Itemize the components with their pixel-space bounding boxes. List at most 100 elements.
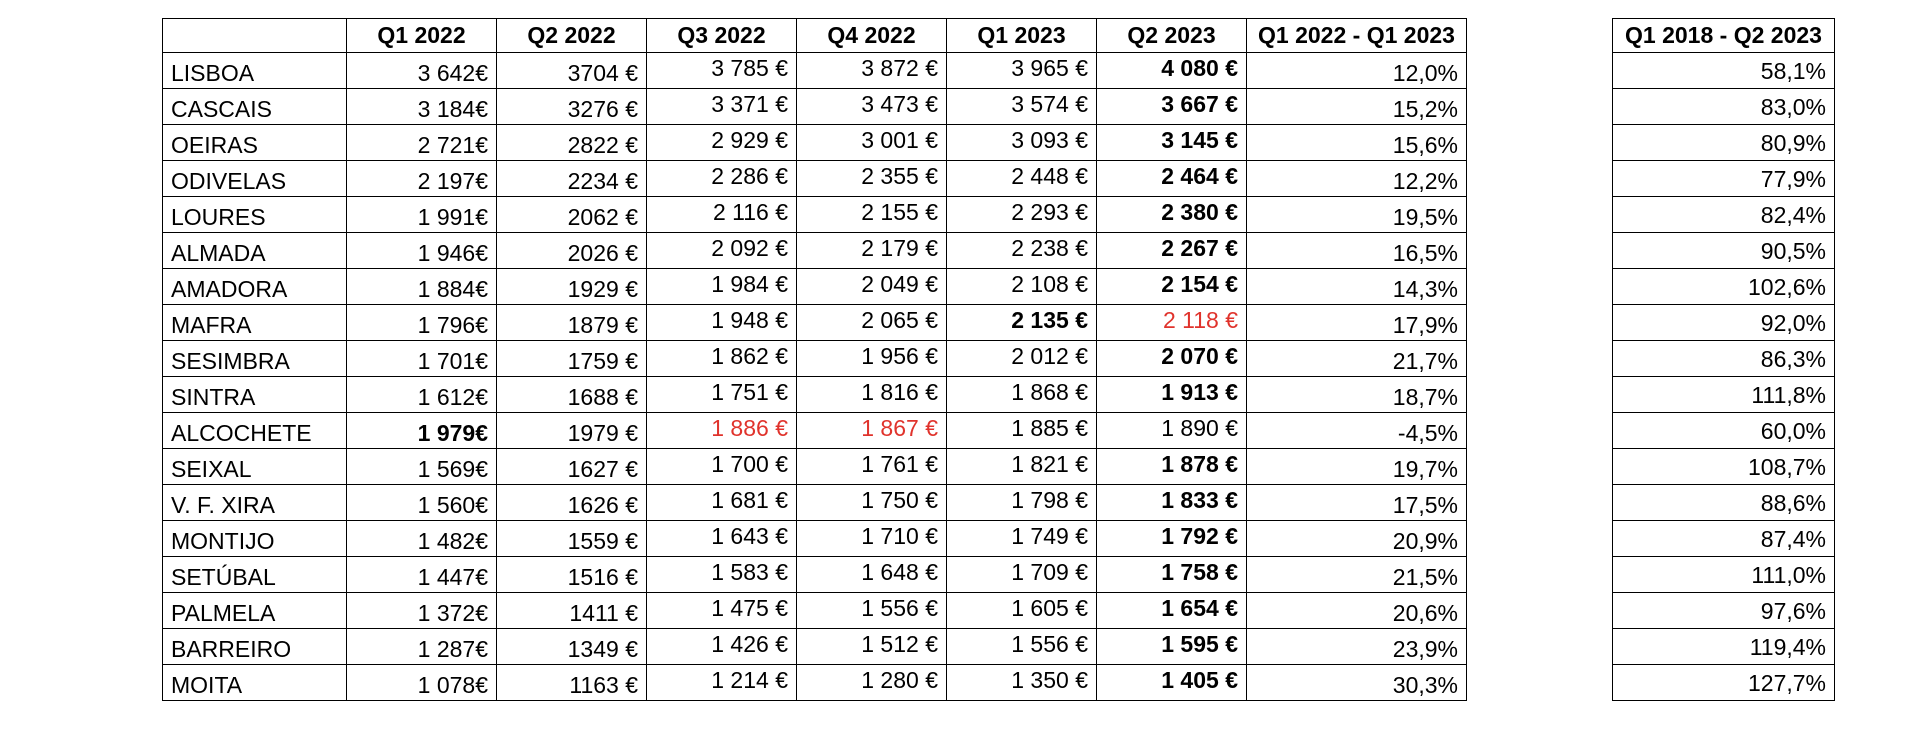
cell-q1-2023: 2 135 € (946, 304, 1097, 341)
cell-q2-2023: 1 654 € (1096, 592, 1247, 629)
side-table-body: 58,1% 83,0% 80,9% 77,9% 82,4% 90,5% 102,6% 92,0… (1612, 52, 1835, 701)
cell-q2-2022: 1163 € (496, 664, 647, 701)
cell-q1-2022: 1 078€ (346, 664, 497, 701)
cell-q3-2022: 2 092 € (646, 232, 797, 269)
side-table-row: 108,7% (1612, 448, 1835, 485)
table-row: CASCAIS 3 184€ 3276 €3 371 €3 473 €3 574 €… (162, 88, 1467, 125)
cell-q4-2022: 1 556 € (796, 592, 947, 629)
cell-change-q1: 12,0% (1246, 52, 1467, 89)
cell-q3-2022: 1 700 € (646, 448, 797, 485)
table-row: SESIMBRA 1 701€ 1759 €1 862 €1 956 €2 012 … (162, 340, 1467, 377)
municipality-name: SETÚBAL (162, 556, 347, 593)
cell-q1-2023: 1 350 € (946, 664, 1097, 701)
cell-q1-2022: 1 701€ (346, 340, 497, 377)
cell-q2-2023: 1 792 € (1096, 520, 1247, 557)
side-table-row: 83,0% (1612, 88, 1835, 125)
cell-q3-2022: 1 862 € (646, 340, 797, 377)
cell-q2-2022: 1411 € (496, 592, 647, 629)
cell-q2-2023: 2 267 € (1096, 232, 1247, 269)
cell-q2-2022: 1626 € (496, 484, 647, 521)
cell-q1-2023: 3 965 € (946, 52, 1097, 89)
side-table-row: 60,0% (1612, 412, 1835, 449)
cell-change-q1: 17,5% (1246, 484, 1467, 521)
side-table-row: 90,5% (1612, 232, 1835, 269)
cell-q2-2022: 1559 € (496, 520, 647, 557)
cell-q1-2022: 1 979€ (346, 412, 497, 449)
cell-q1-2023: 2 238 € (946, 232, 1097, 269)
cell-q2-2023: 1 833 € (1096, 484, 1247, 521)
cell-q4-2022: 2 155 € (796, 196, 947, 233)
table-row: SEIXAL 1 569€ 1627 €1 700 €1 761 €1 821 €1… (162, 448, 1467, 485)
table-row: ODIVELAS 2 197€ 2234 €2 286 €2 355 €2 448 … (162, 160, 1467, 197)
cell-q1-2022: 2 721€ (346, 124, 497, 161)
side-table-row: 119,4% (1612, 628, 1835, 665)
table-row: BARREIRO 1 287€ 1349 €1 426 €1 512 €1 556 … (162, 628, 1467, 665)
cell-q1-2023: 3 093 € (946, 124, 1097, 161)
side-table-row: 82,4% (1612, 196, 1835, 233)
cell-change-q1: 23,9% (1246, 628, 1467, 665)
cell-q3-2022: 1 426 € (646, 628, 797, 665)
table-row: PALMELA 1 372€ 1411 €1 475 €1 556 €1 605 €… (162, 592, 1467, 629)
cell-change-q1: 16,5% (1246, 232, 1467, 269)
side-table-row: 111,8% (1612, 376, 1835, 413)
cell-q2-2022: 1516 € (496, 556, 647, 593)
cell-q4-2022: 3 872 € (796, 52, 947, 89)
municipality-name: PALMELA (162, 592, 347, 629)
cell-q2-2023: 1 913 € (1096, 376, 1247, 413)
cell-q1-2022: 1 447€ (346, 556, 497, 593)
cell-change-long: 102,6% (1612, 268, 1835, 305)
side-table-row: 111,0% (1612, 556, 1835, 593)
side-table-row: 80,9% (1612, 124, 1835, 161)
cell-q1-2022: 1 796€ (346, 304, 497, 341)
cell-q2-2022: 2062 € (496, 196, 647, 233)
header-q1-2023: Q1 2023 (946, 18, 1097, 53)
cell-q1-2022: 1 946€ (346, 232, 497, 269)
cell-q3-2022: 3 785 € (646, 52, 797, 89)
side-table-row: 92,0% (1612, 304, 1835, 341)
cell-q1-2022: 3 642€ (346, 52, 497, 89)
cell-change-long: 111,8% (1612, 376, 1835, 413)
side-table-row: 127,7% (1612, 664, 1835, 701)
cell-q4-2022: 1 648 € (796, 556, 947, 593)
cell-q2-2023: 2 154 € (1096, 268, 1247, 305)
cell-q4-2022: 1 280 € (796, 664, 947, 701)
cell-change-q1: 18,7% (1246, 376, 1467, 413)
header-q4-2022: Q4 2022 (796, 18, 947, 53)
cell-q2-2023: 3 145 € (1096, 124, 1247, 161)
cell-change-long: 88,6% (1612, 484, 1835, 521)
cell-q1-2023: 1 556 € (946, 628, 1097, 665)
municipality-name: ODIVELAS (162, 160, 347, 197)
cell-q2-2023: 1 878 € (1096, 448, 1247, 485)
cell-change-long: 58,1% (1612, 52, 1835, 89)
table-row: MONTIJO 1 482€ 1559 €1 643 €1 710 €1 749 €… (162, 520, 1467, 557)
cell-q1-2023: 2 293 € (946, 196, 1097, 233)
cell-change-long: 77,9% (1612, 160, 1835, 197)
cell-change-q1: 15,2% (1246, 88, 1467, 125)
price-table: Q1 2022 Q2 2022 Q3 2022 Q4 2022 Q1 2023 … (162, 18, 1467, 701)
cell-q1-2023: 1 868 € (946, 376, 1097, 413)
cell-q4-2022: 2 355 € (796, 160, 947, 197)
municipality-name: SEIXAL (162, 448, 347, 485)
table-row: LISBOA 3 642€ 3704 €3 785 €3 872 €3 965 €4… (162, 52, 1467, 89)
cell-change-long: 108,7% (1612, 448, 1835, 485)
cell-q2-2022: 1929 € (496, 268, 647, 305)
cell-q2-2023: 2 464 € (1096, 160, 1247, 197)
cell-q4-2022: 3 001 € (796, 124, 947, 161)
cell-q1-2022: 1 612€ (346, 376, 497, 413)
cell-q4-2022: 2 179 € (796, 232, 947, 269)
cell-change-q1: 20,6% (1246, 592, 1467, 629)
cell-change-long: 111,0% (1612, 556, 1835, 593)
municipality-name: AMADORA (162, 268, 347, 305)
side-table-row: 102,6% (1612, 268, 1835, 305)
cell-q1-2023: 2 012 € (946, 340, 1097, 377)
municipality-name: MONTIJO (162, 520, 347, 557)
cell-q3-2022: 1 681 € (646, 484, 797, 521)
municipality-name: MOITA (162, 664, 347, 701)
municipality-name: SINTRA (162, 376, 347, 413)
header-q3-2022: Q3 2022 (646, 18, 797, 53)
side-table-row: 77,9% (1612, 160, 1835, 197)
cell-change-long: 86,3% (1612, 340, 1835, 377)
municipality-name: SESIMBRA (162, 340, 347, 377)
cell-q3-2022: 1 475 € (646, 592, 797, 629)
cell-q2-2022: 2026 € (496, 232, 647, 269)
